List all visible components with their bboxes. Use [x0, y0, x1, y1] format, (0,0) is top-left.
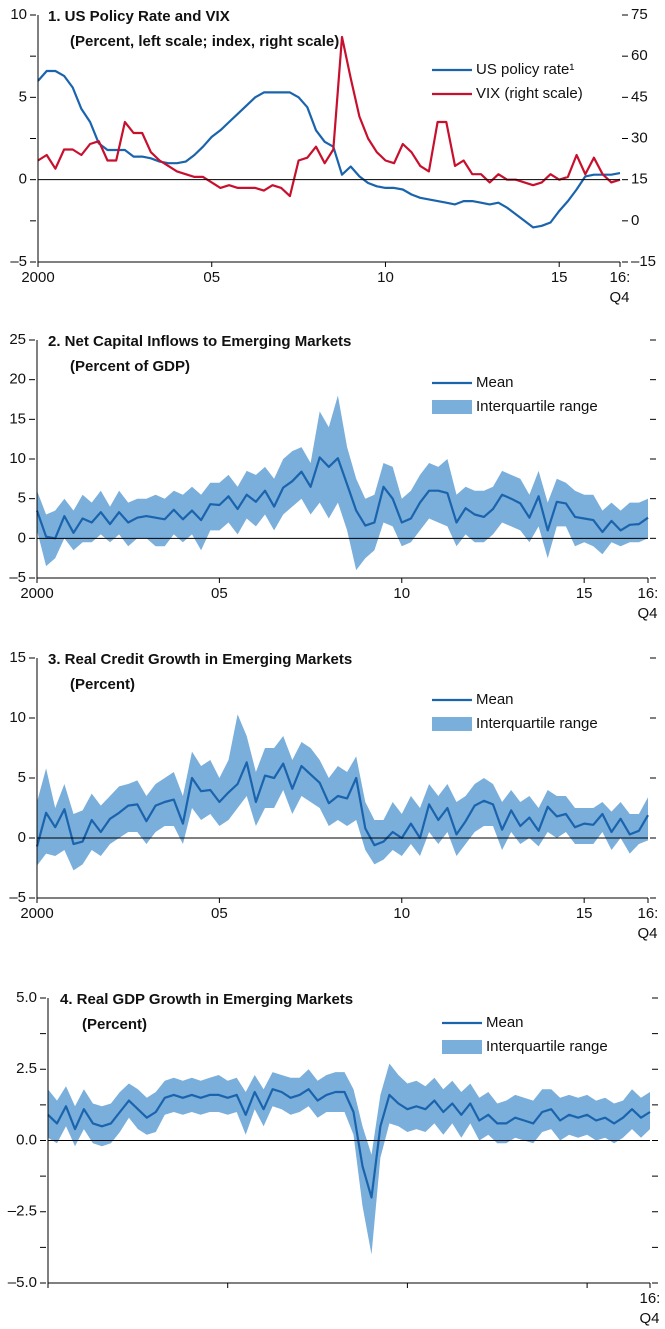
legend-swatch	[432, 717, 472, 731]
panel-title: 3. Real Credit Growth in Emerging Market…	[48, 651, 352, 668]
legend-swatch	[442, 1040, 482, 1054]
panel-title: 2. Net Capital Inflows to Emerging Marke…	[48, 333, 351, 350]
y-tick-label: –5	[10, 253, 27, 270]
x-tick-label: 15	[579, 1290, 596, 1292]
legend-label: Mean	[476, 691, 514, 708]
legend-label: Interquartile range	[476, 715, 598, 732]
page: {"chart_data": [ {"type": "line", "title…	[7, 5, 661, 1327]
panel-title: 4. Real GDP Growth in Emerging Markets	[60, 991, 353, 1008]
y-tick-label: 20	[9, 371, 26, 388]
legend-label: Interquartile range	[476, 398, 598, 415]
panel-subtitle: (Percent of GDP)	[70, 358, 190, 375]
y-tick-label: 2.5	[16, 1060, 37, 1077]
y-tick-label: –2.5	[8, 1203, 37, 1220]
panel-subtitle: (Percent)	[70, 676, 135, 693]
x-tick-label: 2000	[20, 585, 53, 602]
y2-tick-label: 60	[631, 47, 648, 64]
y-tick-label: –5	[9, 569, 26, 586]
x-tick-label: 10	[393, 905, 410, 922]
y2-tick-label: –15	[631, 253, 656, 270]
line	[47, 1088, 651, 1199]
legend-label: VIX (right scale)	[476, 85, 583, 102]
x-tick-label: 05	[211, 905, 228, 922]
legend-label: Mean	[476, 374, 514, 391]
line	[35, 761, 649, 847]
x-tick-label: 16: Q4	[609, 269, 631, 306]
x-tick-label: 2000	[20, 905, 53, 922]
x-tick-label: 16: Q4	[637, 585, 659, 622]
legend-swatch	[432, 400, 472, 414]
x-tick-label: 15	[576, 905, 593, 922]
panel-subtitle: (Percent, left scale; index, right scale…	[70, 33, 339, 50]
legend-label: Interquartile range	[486, 1038, 608, 1055]
band	[37, 395, 648, 571]
y-tick-label: –5	[9, 889, 26, 906]
x-tick-label: 15	[551, 269, 568, 286]
y-tick-label: 5	[18, 769, 26, 786]
x-tick-label: 05	[219, 1290, 236, 1292]
y2-tick-label: 75	[631, 6, 648, 23]
line	[37, 35, 621, 198]
y-tick-label: 10	[9, 450, 26, 467]
x-tick-label: 2000	[31, 1290, 64, 1292]
x-tick-label: 16: Q4	[637, 905, 659, 942]
line	[37, 69, 621, 229]
x-tick-label: 15	[576, 585, 593, 602]
y2-tick-label: 15	[631, 171, 648, 188]
y-tick-label: 25	[9, 331, 26, 348]
y-tick-label: 5.0	[16, 989, 37, 1006]
y-tick-label: 0	[18, 529, 26, 546]
y-tick-label: –5.0	[8, 1274, 37, 1291]
y-tick-label: 0	[19, 171, 27, 188]
y-tick-label: 15	[9, 649, 26, 666]
y2-tick-label: 45	[631, 88, 648, 105]
y-tick-label: 0.0	[16, 1131, 37, 1148]
y-tick-label: 5	[19, 88, 27, 105]
x-tick-label: 2000	[21, 269, 54, 286]
y-tick-label: 10	[9, 709, 26, 726]
x-tick-label: 16: Q4	[639, 1290, 661, 1327]
panel-title: 1. US Policy Rate and VIX	[48, 8, 230, 25]
band	[48, 1063, 650, 1255]
legend-label: Mean	[486, 1014, 524, 1031]
band	[37, 714, 648, 871]
x-tick-label: 10	[393, 585, 410, 602]
x-tick-label: 05	[203, 269, 220, 286]
y-tick-label: 10	[10, 6, 27, 23]
panel-subtitle: (Percent)	[82, 1016, 147, 1033]
y-tick-label: 15	[9, 410, 26, 427]
x-tick-label: 10	[377, 269, 394, 286]
x-tick-label: 05	[211, 585, 228, 602]
y2-tick-label: 0	[631, 212, 639, 229]
legend-label: US policy rate¹	[476, 61, 574, 78]
y2-tick-label: 30	[631, 129, 648, 146]
x-tick-label: 10	[399, 1290, 416, 1292]
line	[35, 456, 649, 540]
y-tick-label: 0	[18, 829, 26, 846]
y-tick-label: 5	[18, 490, 26, 507]
